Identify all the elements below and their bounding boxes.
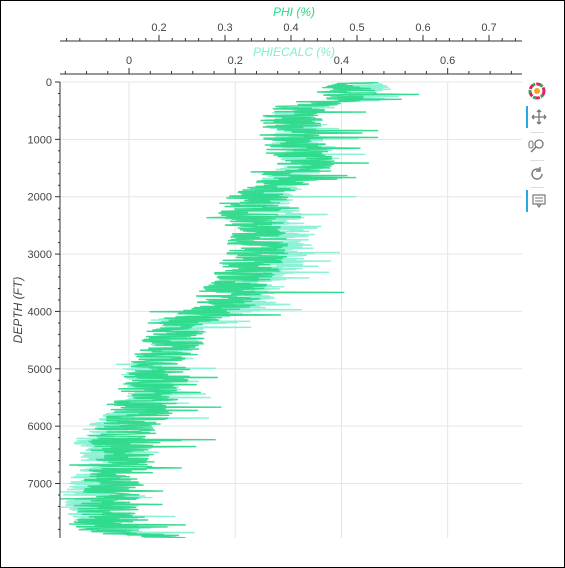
hover-icon[interactable] xyxy=(526,190,550,212)
phi-tick-label: 0.6 xyxy=(415,22,430,34)
y-tick-label: 3000 xyxy=(28,249,52,261)
y-tick-label: 5000 xyxy=(28,364,52,376)
phiecalc-tick-label: 0.2 xyxy=(228,55,243,67)
y-tick-label: 7000 xyxy=(28,479,52,491)
y-axis-title: DEPTH (FT) xyxy=(11,277,25,344)
phi-tick-label: 0.2 xyxy=(151,22,166,34)
pan-icon[interactable] xyxy=(526,106,550,128)
phiecalc-axis-title: PHIECALC (%) xyxy=(253,45,335,59)
phi-tick-label: 0.3 xyxy=(217,22,232,34)
phi-axis-title: PHI (%) xyxy=(273,5,315,19)
phiecalc-tick-label: 0 xyxy=(126,55,132,67)
y-tick-label: 6000 xyxy=(28,421,52,433)
bokeh-logo-icon[interactable] xyxy=(526,80,548,102)
y-tick-label: 0 xyxy=(46,77,52,89)
phi-tick-label: 0.5 xyxy=(349,22,364,34)
series-layer xyxy=(58,82,420,538)
toolbar xyxy=(522,80,550,220)
phi-tick-label: 0.7 xyxy=(481,22,496,34)
y-tick-label: 1000 xyxy=(28,134,52,146)
y-tick-label: 2000 xyxy=(28,192,52,204)
reset-icon[interactable] xyxy=(526,163,548,185)
phi-tick-label: 0.4 xyxy=(283,22,298,34)
y-tick-label: 4000 xyxy=(28,306,52,318)
wheel-zoom-icon[interactable] xyxy=(526,135,548,157)
phiecalc-tick-label: 0.4 xyxy=(334,55,349,67)
series-line-phi xyxy=(58,82,420,538)
phiecalc-tick-label: 0.6 xyxy=(440,55,455,67)
